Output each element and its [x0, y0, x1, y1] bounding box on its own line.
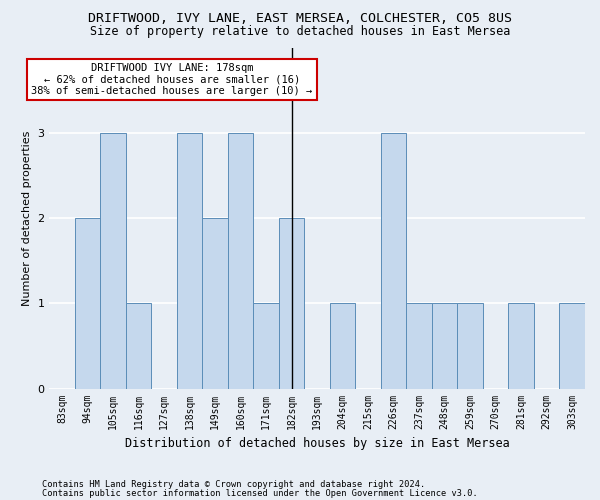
Bar	[381, 133, 406, 388]
Bar	[406, 304, 432, 388]
X-axis label: Distribution of detached houses by size in East Mersea: Distribution of detached houses by size …	[125, 437, 509, 450]
Bar	[177, 133, 202, 388]
Bar	[457, 304, 483, 388]
Bar	[432, 304, 457, 388]
Y-axis label: Number of detached properties: Number of detached properties	[22, 130, 32, 306]
Bar	[228, 133, 253, 388]
Text: DRIFTWOOD, IVY LANE, EAST MERSEA, COLCHESTER, CO5 8US: DRIFTWOOD, IVY LANE, EAST MERSEA, COLCHE…	[88, 12, 512, 26]
Text: Contains HM Land Registry data © Crown copyright and database right 2024.: Contains HM Land Registry data © Crown c…	[42, 480, 425, 489]
Text: DRIFTWOOD IVY LANE: 178sqm
← 62% of detached houses are smaller (16)
38% of semi: DRIFTWOOD IVY LANE: 178sqm ← 62% of deta…	[31, 63, 313, 96]
Text: Size of property relative to detached houses in East Mersea: Size of property relative to detached ho…	[90, 25, 510, 38]
Bar	[508, 304, 534, 388]
Bar	[253, 304, 279, 388]
Text: Contains public sector information licensed under the Open Government Licence v3: Contains public sector information licen…	[42, 489, 478, 498]
Bar	[75, 218, 100, 388]
Bar	[202, 218, 228, 388]
Bar	[559, 304, 585, 388]
Bar	[279, 218, 304, 388]
Bar	[330, 304, 355, 388]
Bar	[126, 304, 151, 388]
Bar	[100, 133, 126, 388]
